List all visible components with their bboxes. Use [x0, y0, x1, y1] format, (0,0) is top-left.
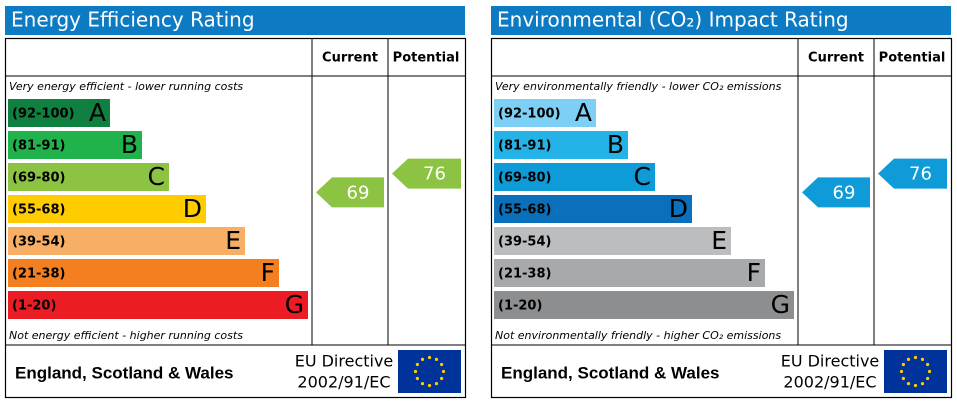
rating-band: [494, 227, 731, 255]
top-note: Very environmentally friendly - lower CO…: [495, 80, 782, 93]
footer-directive-number: 2002/91/EC: [783, 373, 876, 392]
band-letter: F: [261, 258, 275, 287]
eu-star: [901, 362, 905, 367]
panel-title: Environmental (CO₂) Impact Rating: [497, 8, 849, 32]
band-range: (81-91): [12, 139, 65, 154]
rating-band: [8, 99, 110, 127]
eu-star: [427, 355, 432, 360]
column-header: Potential: [879, 51, 946, 66]
eu-star: [434, 382, 439, 386]
eu-star: [427, 383, 432, 388]
eu-star: [420, 382, 425, 386]
bottom-note: Not environmentally friendly - higher CO…: [495, 329, 781, 342]
band-range: (39-54): [498, 235, 551, 250]
band-range: (21-38): [12, 267, 65, 282]
rating-band: [8, 131, 142, 159]
band-range: (69-80): [12, 171, 65, 186]
eu-star: [440, 362, 444, 367]
rating-band: [8, 259, 279, 287]
eu-star: [415, 362, 419, 367]
footer-region: England, Scotland & Wales: [15, 363, 234, 382]
potential-value: 76: [909, 164, 932, 185]
band-letter: B: [121, 130, 138, 159]
band-range: (92-100): [498, 107, 561, 122]
eu-star: [920, 357, 925, 361]
eu-star: [440, 376, 444, 381]
eu-star: [926, 376, 930, 381]
band-range: (1-20): [12, 299, 56, 314]
band-range: (92-100): [12, 107, 75, 122]
footer-directive-number: 2002/91/EC: [297, 373, 390, 392]
band-letter: D: [183, 194, 202, 223]
band-range: (55-68): [12, 203, 65, 218]
eu-star: [920, 382, 925, 386]
band-range: (1-20): [498, 299, 542, 314]
band-letter: C: [634, 162, 651, 191]
rating-band: [8, 163, 169, 191]
band-range: (81-91): [498, 139, 551, 154]
current-arrow: [802, 177, 870, 208]
eu-star: [441, 369, 446, 374]
eu-star: [913, 355, 918, 360]
potential-value: 76: [423, 164, 446, 185]
eu-star: [415, 376, 419, 381]
band-letter: D: [669, 194, 688, 223]
rating-band: [494, 163, 655, 191]
band-letter: E: [225, 226, 241, 255]
band-range: (39-54): [12, 235, 65, 250]
eu-star: [901, 376, 905, 381]
rating-band: [8, 227, 245, 255]
title-bar: [5, 6, 465, 35]
current-value: 69: [347, 182, 370, 203]
rating-band: [494, 131, 628, 159]
eu-star: [906, 357, 911, 361]
potential-arrow: [392, 158, 461, 189]
footer-region: England, Scotland & Wales: [501, 363, 720, 382]
eu-star: [913, 383, 918, 388]
current-value: 69: [833, 182, 856, 203]
band-letter: A: [575, 98, 592, 127]
rating-band: [494, 259, 765, 287]
eu-star: [420, 357, 425, 361]
potential-arrow: [878, 158, 947, 189]
eu-star: [434, 357, 439, 361]
rating-band: [8, 195, 206, 223]
rating-band: [494, 99, 596, 127]
eu-star: [899, 369, 904, 374]
column-header: Potential: [393, 51, 460, 66]
current-arrow: [316, 177, 384, 208]
footer-directive: EU Directive: [781, 352, 880, 371]
band-range: (69-80): [498, 171, 551, 186]
panel-title: Energy Efficiency Rating: [11, 8, 255, 32]
rating-band: [494, 195, 692, 223]
band-range: (55-68): [498, 203, 551, 218]
rating-band: [494, 291, 794, 319]
band-letter: A: [89, 98, 106, 127]
column-header: Current: [322, 51, 378, 66]
top-note: Very energy efficient - lower running co…: [9, 80, 243, 93]
footer-directive: EU Directive: [295, 352, 394, 371]
band-letter: C: [148, 162, 165, 191]
band-letter: F: [747, 258, 761, 287]
band-letter: G: [771, 290, 790, 319]
title-bar: [491, 6, 951, 35]
eu-star: [927, 369, 932, 374]
band-range: (21-38): [498, 267, 551, 282]
rating-band: [8, 291, 308, 319]
bottom-note: Not energy efficient - higher running co…: [9, 329, 243, 342]
band-letter: E: [711, 226, 727, 255]
eu-star: [926, 362, 930, 367]
band-letter: G: [285, 290, 304, 319]
eu-star: [413, 369, 418, 374]
column-header: Current: [808, 51, 864, 66]
band-letter: B: [607, 130, 624, 159]
eu-star: [906, 382, 911, 386]
